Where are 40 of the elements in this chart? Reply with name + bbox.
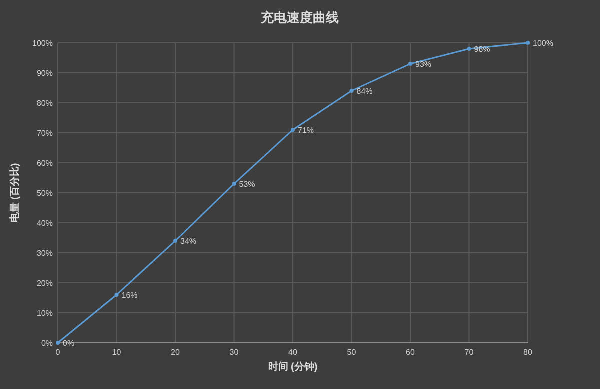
point (174, 239, 178, 243)
y-tick-label: 30% (36, 249, 53, 258)
point (526, 41, 530, 45)
data-label: 84% (356, 87, 373, 96)
y-tick-label: 70% (36, 129, 53, 138)
x-tick-label: 70 (464, 348, 474, 357)
x-tick-label: 20 (171, 348, 180, 357)
y-tick-label: 100% (32, 39, 53, 48)
data-label: 34% (180, 237, 197, 246)
y-axis-title: 电量 (百分比) (9, 163, 21, 223)
y-tick-label: 10% (36, 309, 53, 318)
x-tick-label: 60 (406, 348, 416, 357)
point (291, 128, 295, 132)
y-tick-label: 40% (36, 219, 53, 228)
y-tick-label: 80% (36, 99, 53, 108)
x-tick-label: 80 (524, 348, 533, 357)
data-label: 71% (298, 126, 314, 135)
y-tick-label: 0% (41, 339, 53, 348)
point (56, 341, 60, 345)
point (467, 47, 472, 51)
data-label: 0% (63, 339, 75, 348)
point (114, 293, 119, 297)
y-tick-label: 60% (36, 159, 53, 168)
chart-title: 充电速度曲线 (260, 10, 339, 25)
data-label: 93% (416, 60, 432, 69)
x-tick-label: 10 (112, 348, 122, 357)
x-tick-label: 40 (288, 348, 298, 357)
x-tick-label: 30 (230, 348, 240, 357)
y-tick-label: 50% (36, 189, 53, 198)
point (232, 182, 236, 186)
point (350, 89, 354, 93)
x-tick-label: 0 (56, 348, 61, 357)
data-label: 16% (122, 291, 138, 300)
x-axis-title: 时间 (分钟) (268, 361, 318, 373)
y-tick-label: 20% (36, 279, 53, 288)
data-label: 100% (533, 39, 554, 48)
data-label: 53% (239, 180, 256, 189)
point (408, 62, 412, 66)
y-tick-label: 90% (36, 69, 53, 78)
x-tick-label: 50 (347, 348, 357, 357)
